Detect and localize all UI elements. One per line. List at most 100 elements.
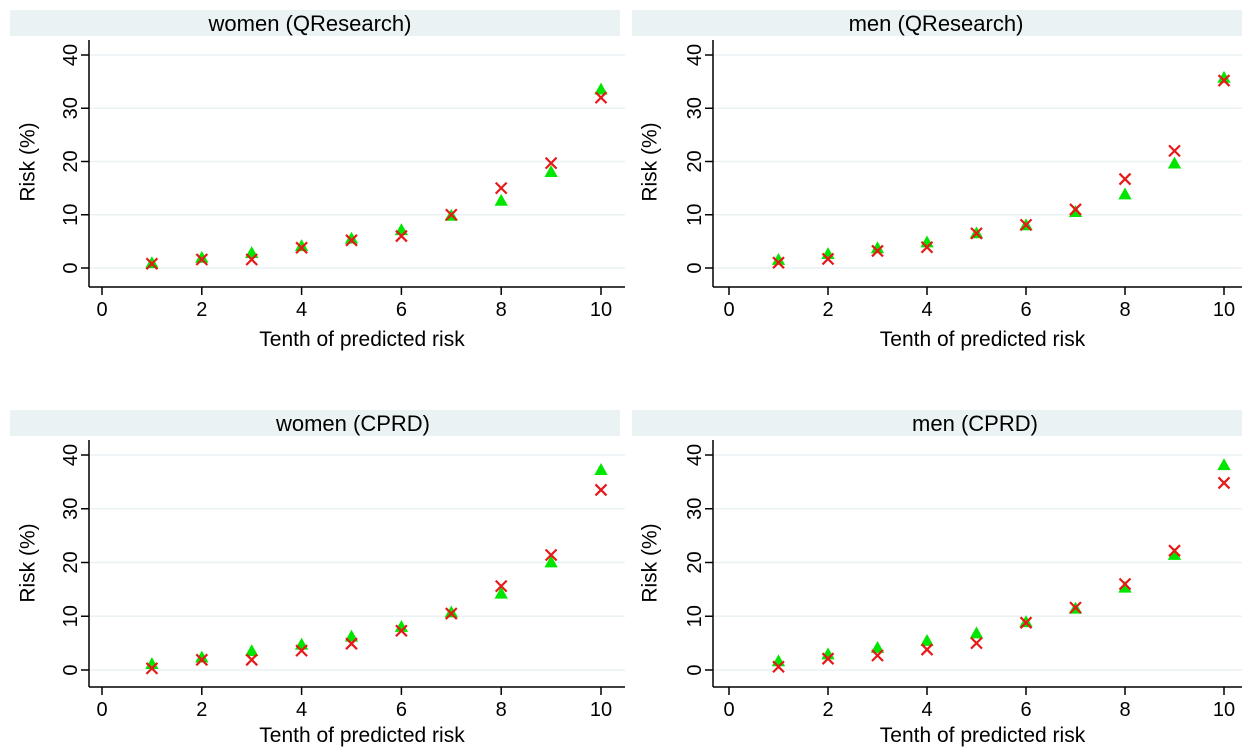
observed-point [970, 227, 983, 240]
observed-point-stroke [494, 579, 508, 593]
predicted-point [245, 644, 259, 657]
title-band [632, 410, 1242, 436]
predicted-point [771, 253, 786, 265]
observed-point-stroke [195, 253, 209, 266]
observed-point-stroke [1069, 601, 1082, 614]
y-tick-label: 40 [60, 444, 82, 466]
observed-point [970, 636, 983, 650]
predicted-point [344, 231, 359, 244]
predicted-point [1019, 615, 1033, 628]
observed-point-stroke [345, 637, 358, 650]
predicted-point [1217, 70, 1231, 83]
y-tick-label: 40 [684, 44, 706, 66]
predicted-point [544, 165, 558, 178]
observed-point-stroke [772, 660, 785, 674]
predicted-point [969, 626, 984, 639]
observed-point-stroke [594, 91, 608, 104]
observed-point [1069, 601, 1082, 614]
observed-point [445, 607, 458, 620]
x-tick-label: 8 [496, 699, 507, 721]
predicted-point [1217, 458, 1231, 471]
x-tick-label: 0 [723, 699, 734, 721]
x-tick-label: 6 [396, 299, 407, 321]
predicted-point [294, 239, 309, 252]
x-tick-label: 10 [590, 699, 612, 721]
observed-point-stroke [295, 241, 308, 255]
observed-point [1019, 218, 1033, 232]
predicted-point [1118, 187, 1132, 200]
y-tick-label: 20 [60, 551, 82, 573]
x-tick-label: 8 [1119, 299, 1130, 321]
chart-panel-4: men (CPRD) 0 10 20 30 40 0 2 4 6 8 10 Risk (%) Tenth … [632, 410, 1242, 747]
observed-point-stroke [821, 652, 835, 665]
observed-point [1217, 476, 1231, 490]
chart-title: women (CPRD) [275, 411, 430, 436]
y-tick-label: 0 [60, 664, 82, 675]
observed-point [1217, 74, 1231, 87]
x-tick-label: 2 [822, 299, 833, 321]
observed-point-stroke [1069, 203, 1082, 216]
observed-point [920, 643, 934, 656]
x-tick-label: 10 [1213, 699, 1235, 721]
observed-point [544, 156, 558, 170]
x-tick-label: 6 [1020, 299, 1031, 321]
observed-point-stroke [594, 483, 608, 497]
x-tick-label: 4 [296, 299, 307, 321]
observed-point-stroke [544, 548, 558, 562]
y-axis-label: Risk (%) [639, 122, 662, 201]
observed-point-stroke [145, 662, 159, 675]
x-tick-label: 10 [1213, 299, 1235, 321]
observed-point [1118, 172, 1132, 186]
observed-point [395, 229, 408, 243]
observed-point [494, 579, 508, 593]
predicted-point [594, 82, 608, 95]
chart-title: women (QResearch) [208, 11, 412, 36]
y-axis-label: Risk (%) [17, 523, 40, 602]
x-tick-label: 10 [590, 299, 612, 321]
observed-point [295, 241, 308, 255]
x-axis-label: Tenth of predicted risk [880, 328, 1086, 351]
observed-point-stroke [1217, 476, 1231, 490]
x-tick-label: 0 [723, 299, 734, 321]
observed-point [345, 637, 358, 650]
y-tick-label: 20 [684, 551, 706, 573]
x-tick-label: 4 [296, 699, 307, 721]
observed-point-stroke [445, 607, 458, 620]
y-tick-label: 10 [60, 605, 82, 627]
observed-point [145, 257, 159, 271]
observed-point [395, 624, 408, 638]
observed-point-stroke [970, 227, 983, 240]
x-tick-label: 6 [396, 699, 407, 721]
observed-point [345, 234, 358, 247]
predicted-point [544, 555, 558, 568]
observed-point [772, 256, 785, 269]
predicted-point [1167, 156, 1182, 169]
observed-point-stroke [1118, 172, 1132, 186]
chart-panel-2: men (QResearch) 0 10 20 30 40 0 2 4 6 8 10 Risk (%) T… [632, 10, 1242, 351]
title-band [632, 10, 1242, 36]
observed-point [245, 653, 258, 667]
x-tick-label: 4 [921, 699, 932, 721]
predicted-point [444, 605, 458, 618]
y-axis-label: Risk (%) [639, 523, 662, 602]
y-tick-label: 30 [60, 97, 82, 119]
observed-point-stroke [1168, 544, 1181, 557]
observed-point [1168, 144, 1181, 158]
predicted-point [344, 629, 359, 642]
y-tick-label: 0 [60, 262, 82, 273]
observed-point [245, 253, 258, 266]
observed-point-stroke [772, 256, 785, 269]
y-tick-label: 10 [60, 204, 82, 226]
chart-title: men (CPRD) [912, 411, 1038, 436]
observed-point [1168, 544, 1181, 557]
predicted-point [195, 650, 209, 663]
observed-point-stroke [445, 208, 458, 222]
x-tick-label: 8 [496, 299, 507, 321]
x-tick-label: 2 [196, 699, 207, 721]
y-tick-label: 30 [684, 97, 706, 119]
y-tick-label: 0 [684, 664, 706, 675]
y-tick-label: 10 [684, 204, 706, 226]
x-tick-label: 6 [1020, 699, 1031, 721]
